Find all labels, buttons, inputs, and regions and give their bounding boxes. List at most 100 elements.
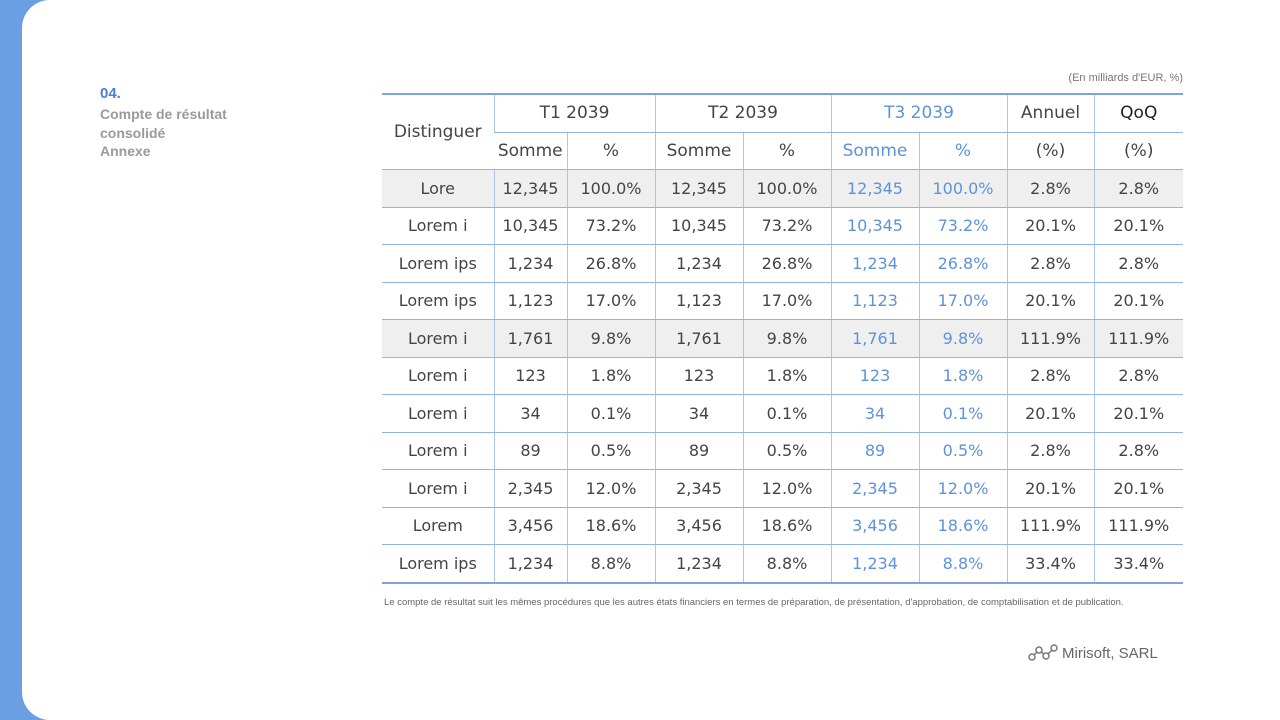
cell: 1,123 [654, 282, 743, 320]
table-row: Lorem 3,456 18.6% 3,456 18.6% 3,456 18.6% 111.9… [382, 507, 1183, 545]
cell: 34 [830, 394, 919, 433]
header-row: Distinguer T1 2039 T2 2039 T3 2039 Annuel QoQ [382, 93, 1183, 170]
cell: 123 [830, 357, 919, 395]
cell: 2.8% [1006, 357, 1094, 395]
column-header: T3 2039 [830, 93, 1007, 133]
cell: 10,345 [830, 207, 919, 245]
cell: 2.8% [1093, 357, 1183, 395]
cell: 1,234 [830, 544, 919, 584]
row-label: Lorem [382, 507, 494, 545]
cell: 1,123 [493, 282, 567, 320]
cell: 17.0% [566, 282, 655, 320]
sub-header: Somme [654, 132, 743, 170]
row-label: Lorem ips [382, 544, 494, 584]
row-label: Lorem i [382, 357, 494, 395]
sub-header: % [566, 132, 655, 170]
brand-name: Mirisoft, SARL [1062, 644, 1158, 662]
cell: 0.5% [742, 432, 831, 470]
cell: 12,345 [830, 169, 919, 208]
cell: 1.8% [918, 357, 1007, 395]
cell: 26.8% [918, 244, 1007, 283]
cell: 1,761 [493, 319, 567, 358]
cell: 20.1% [1006, 207, 1094, 245]
row-label: Lorem i [382, 394, 494, 433]
table-row: Lorem i 1,761 9.8% 1,761 9.8% 1,761 9.8% 111.9%… [382, 319, 1183, 358]
cell: 10,345 [654, 207, 743, 245]
cell: 20.1% [1006, 469, 1094, 508]
cell: 0.5% [918, 432, 1007, 470]
cell: 2.8% [1093, 169, 1183, 208]
cell: 12,345 [654, 169, 743, 208]
cell: 1.8% [742, 357, 831, 395]
cell: 8.8% [566, 544, 655, 584]
cell: 20.1% [1093, 394, 1183, 433]
cell: 2.8% [1006, 244, 1094, 283]
cell: 9.8% [742, 319, 831, 358]
cell: 1.8% [566, 357, 655, 395]
table-row: Lorem i 10,345 73.2% 10,345 73.2% 10,345 73.2%… [382, 207, 1183, 245]
column-header: QoQ [1093, 93, 1183, 133]
column-header: T1 2039 [493, 93, 655, 133]
cell: 20.1% [1093, 282, 1183, 320]
header-row: Somme% Somme% Somme% (%) (%) [382, 132, 1183, 170]
cell: 1,234 [493, 244, 567, 283]
cell: 1,234 [830, 244, 919, 283]
cell: 111.9% [1093, 507, 1183, 545]
table-row: Lorem ips 1,123 17.0% 1,123 17.0% 1,123 17.0% 2… [382, 282, 1183, 320]
cell: 8.8% [918, 544, 1007, 584]
cell: 111.9% [1093, 319, 1183, 358]
section-number: 04. [100, 85, 121, 102]
brand: Mirisoft, SARL [1028, 644, 1158, 662]
cell: 9.8% [918, 319, 1007, 358]
cell: 2,345 [654, 469, 743, 508]
table-row: Lorem ips 1,234 26.8% 1,234 26.8% 1,234 26.8% 2… [382, 244, 1183, 283]
cell: 33.4% [1006, 544, 1094, 584]
cell: 10,345 [493, 207, 567, 245]
cell: 20.1% [1006, 282, 1094, 320]
row-label: Lorem i [382, 432, 494, 470]
cell: 2,345 [493, 469, 567, 508]
cell: 12.0% [566, 469, 655, 508]
cell: 17.0% [742, 282, 831, 320]
table-head: Distinguer T1 2039 T2 2039 T3 2039 Annuel QoQ… [382, 93, 1183, 170]
cell: 0.1% [566, 394, 655, 433]
cell: 111.9% [1006, 319, 1094, 358]
table-row: Lore 12,345 100.0% 12,345 100.0% 12,345 100.0%… [382, 169, 1183, 208]
cell: 20.1% [1093, 207, 1183, 245]
cell: 123 [654, 357, 743, 395]
cell: 33.4% [1093, 544, 1183, 584]
footnote: Le compte de résultat suit les mêmes pro… [384, 597, 1124, 608]
table-body: Lore 12,345 100.0% 12,345 100.0% 12,345 100.0%… [382, 169, 1183, 584]
cell: 20.1% [1093, 469, 1183, 508]
row-label: Lore [382, 169, 494, 208]
cell: 89 [654, 432, 743, 470]
unit-note: (En milliards d'EUR, %) [1068, 72, 1183, 84]
cell: 3,456 [654, 507, 743, 545]
cell: 20.1% [1006, 394, 1094, 433]
cell: 111.9% [1006, 507, 1094, 545]
table-row: Lorem i 89 0.5% 89 0.5% 89 0.5% 2.8% 2.8% [382, 432, 1183, 470]
cell: 1,234 [654, 544, 743, 584]
brand-logo [1028, 644, 1058, 661]
row-label: Lorem i [382, 469, 494, 508]
cell: 12,345 [493, 169, 567, 208]
sub-header: Somme [830, 132, 919, 170]
cell: 12.0% [742, 469, 831, 508]
table-row: Lorem i 123 1.8% 123 1.8% 123 1.8% 2.8% 2.8% [382, 357, 1183, 395]
cell: 2.8% [1006, 432, 1094, 470]
cell: 2,345 [830, 469, 919, 508]
section-title: Compte de résultat consolidé [100, 106, 227, 141]
cell: 73.2% [742, 207, 831, 245]
cell: 18.6% [566, 507, 655, 545]
cell: 17.0% [918, 282, 1007, 320]
cell: 0.1% [742, 394, 831, 433]
cell: 73.2% [918, 207, 1007, 245]
row-label: Lorem ips [382, 282, 494, 320]
cell: 12.0% [918, 469, 1007, 508]
table-row: Lorem i 34 0.1% 34 0.1% 34 0.1% 20.1% 20.1% [382, 394, 1183, 433]
cell: 9.8% [566, 319, 655, 358]
row-label: Lorem i [382, 319, 494, 358]
column-header: T2 2039 [654, 93, 831, 133]
cell: 2.8% [1093, 244, 1183, 283]
